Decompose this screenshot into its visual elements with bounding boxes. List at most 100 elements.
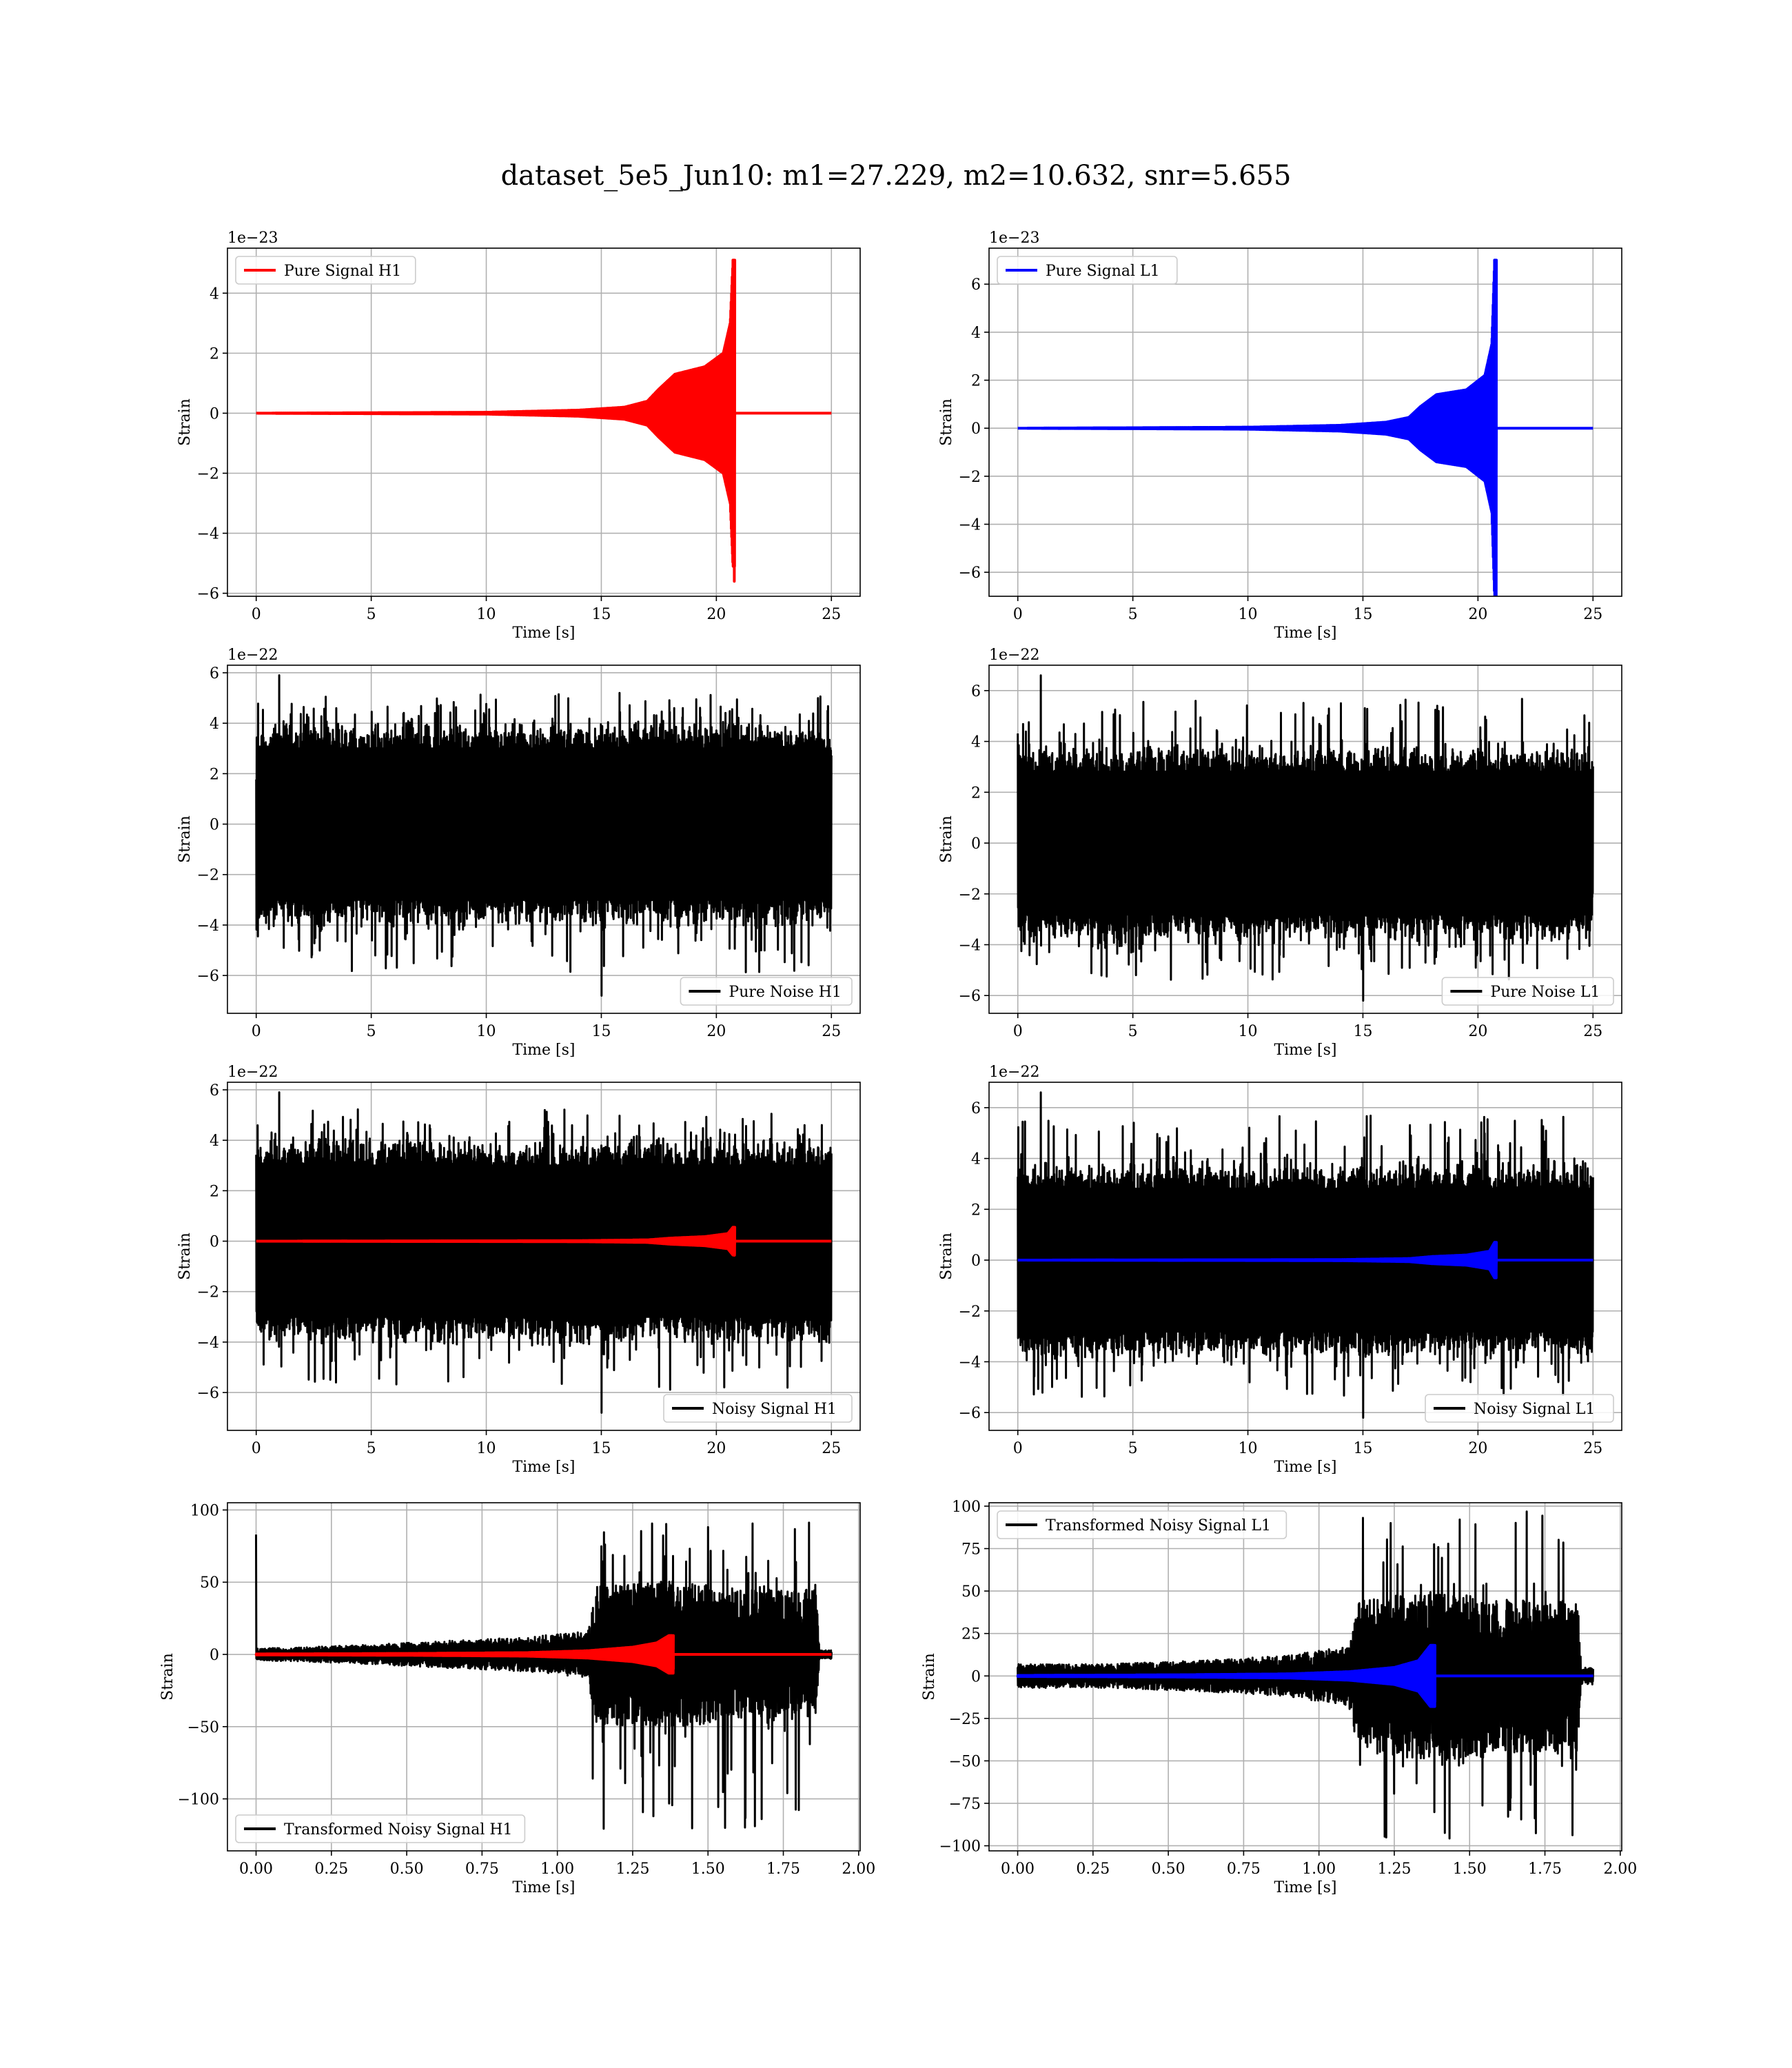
x-tick-label: 20 bbox=[706, 1023, 726, 1040]
y-tick-label: 2 bbox=[210, 766, 219, 783]
x-tick-label: 0.00 bbox=[239, 1861, 273, 1878]
x-tick-label: 10 bbox=[477, 606, 496, 623]
plot-area bbox=[1017, 674, 1594, 1002]
y-tick-label: 4 bbox=[971, 1151, 981, 1168]
legend-box bbox=[663, 1394, 853, 1423]
x-tick-label: 10 bbox=[1239, 1023, 1258, 1040]
axes-frame bbox=[227, 1502, 861, 1852]
x-tick-label: 1.50 bbox=[691, 1861, 725, 1878]
x-tick-label: 1.25 bbox=[1377, 1861, 1411, 1878]
y-tick-label: 0 bbox=[971, 1668, 981, 1685]
legend-label: Pure Signal L1 bbox=[1046, 263, 1160, 280]
y-tick-label: −4 bbox=[197, 918, 219, 935]
legend-box bbox=[235, 256, 416, 285]
x-tick-label: 0 bbox=[252, 606, 261, 623]
y-tick-label: −6 bbox=[197, 1385, 219, 1402]
x-tick-label: 0 bbox=[1013, 1440, 1023, 1457]
x-tick-label: 15 bbox=[1353, 1023, 1372, 1040]
x-tick-label: 0.25 bbox=[314, 1861, 348, 1878]
legend: Noisy Signal H1 bbox=[663, 1394, 853, 1423]
y-axis-label: Strain bbox=[938, 815, 955, 863]
y-tick-label: 0 bbox=[971, 420, 981, 438]
x-tick-label: 1.75 bbox=[766, 1861, 800, 1878]
axes-frame bbox=[227, 1082, 861, 1431]
y-tick-label: 2 bbox=[971, 1202, 981, 1219]
y-tick-label: −6 bbox=[959, 565, 981, 582]
legend: Pure Signal L1 bbox=[997, 256, 1178, 285]
subplot-pure-noise-h1: 0 5 10 15 20 25 −6 −4 −2 0 2 4 6 Time [s] Strain 1e−22 P… bbox=[176, 647, 861, 1059]
plot-area bbox=[1017, 1091, 1594, 1419]
y-axis-label: Strain bbox=[159, 1653, 176, 1701]
y-tick-label: −100 bbox=[939, 1838, 981, 1856]
y-tick-label: −50 bbox=[187, 1719, 219, 1736]
y-tick-label: 6 bbox=[971, 683, 981, 700]
y-tick-label: 50 bbox=[961, 1583, 981, 1601]
axis-offset-text: 1e−23 bbox=[989, 230, 1039, 247]
axes-frame bbox=[227, 665, 861, 1014]
y-tick-label: 6 bbox=[210, 1082, 219, 1099]
x-tick-label: 10 bbox=[477, 1023, 496, 1040]
y-tick-label: −25 bbox=[949, 1711, 981, 1728]
axis-offset-text: 1e−22 bbox=[227, 647, 278, 664]
legend: Transformed Noisy Signal H1 bbox=[235, 1814, 526, 1843]
legend: Noisy Signal L1 bbox=[1425, 1394, 1614, 1423]
x-axis-label: Time [s] bbox=[1274, 1459, 1336, 1476]
y-tick-label: 4 bbox=[210, 285, 219, 303]
y-axis-label: Strain bbox=[938, 398, 955, 446]
x-tick-label: 1.00 bbox=[1302, 1861, 1336, 1878]
x-axis-label: Time [s] bbox=[1274, 1042, 1336, 1059]
x-tick-label: 25 bbox=[1583, 606, 1602, 623]
y-tick-label: 4 bbox=[210, 1133, 219, 1150]
y-tick-label: 2 bbox=[210, 345, 219, 363]
x-tick-label: 15 bbox=[591, 606, 611, 623]
legend-box bbox=[1441, 977, 1614, 1006]
x-tick-label: 1.50 bbox=[1453, 1861, 1487, 1878]
x-tick-label: 0.75 bbox=[1227, 1861, 1261, 1878]
x-tick-label: 25 bbox=[822, 1023, 841, 1040]
x-tick-label: 10 bbox=[1239, 606, 1258, 623]
series-line-primary bbox=[255, 674, 833, 997]
y-tick-label: −2 bbox=[197, 1284, 219, 1301]
x-tick-label: 1.25 bbox=[615, 1861, 649, 1878]
plot-area bbox=[255, 1091, 833, 1414]
x-tick-label: 5 bbox=[1128, 606, 1138, 623]
legend-label: Pure Signal H1 bbox=[284, 263, 401, 280]
y-tick-label: −4 bbox=[197, 526, 219, 543]
legend-label: Noisy Signal H1 bbox=[712, 1401, 837, 1418]
legend-label: Pure Noise L1 bbox=[1490, 984, 1600, 1001]
y-tick-label: 4 bbox=[210, 716, 219, 733]
y-tick-label: 6 bbox=[971, 276, 981, 294]
x-axis-label: Time [s] bbox=[1274, 625, 1336, 642]
subplot-pure-signal-h1: 0 5 10 15 20 25 −6 −4 −2 0 2 4 Time [s] Strain 1e−23 Pu… bbox=[176, 230, 861, 642]
x-tick-label: 20 bbox=[1468, 1023, 1487, 1040]
y-tick-label: 75 bbox=[961, 1541, 981, 1559]
y-tick-label: 0 bbox=[210, 1647, 219, 1664]
y-tick-label: 25 bbox=[961, 1626, 981, 1643]
y-tick-label: −6 bbox=[959, 988, 981, 1005]
axis-offset-text: 1e−22 bbox=[227, 1064, 278, 1081]
x-tick-label: 15 bbox=[1353, 1440, 1372, 1457]
y-tick-label: −4 bbox=[959, 937, 981, 954]
x-tick-label: 15 bbox=[591, 1440, 611, 1457]
legend-box bbox=[1425, 1394, 1614, 1423]
axes-frame bbox=[988, 665, 1622, 1014]
legend-label: Transformed Noisy Signal L1 bbox=[1046, 1517, 1271, 1534]
plot-area bbox=[1016, 1510, 1594, 1840]
y-tick-label: −6 bbox=[197, 968, 219, 985]
y-axis-label: Strain bbox=[176, 815, 194, 863]
x-tick-label: 0.75 bbox=[465, 1861, 499, 1878]
y-tick-label: 0 bbox=[971, 1253, 981, 1270]
y-tick-label: 6 bbox=[210, 665, 219, 682]
legend-label: Pure Noise H1 bbox=[729, 984, 842, 1001]
x-tick-label: 1.00 bbox=[540, 1861, 574, 1878]
series-line-overlay bbox=[1016, 1643, 1594, 1708]
y-tick-label: −75 bbox=[949, 1796, 981, 1813]
y-tick-label: 50 bbox=[200, 1574, 219, 1592]
series-line-overlay bbox=[255, 1226, 832, 1257]
y-tick-label: 6 bbox=[971, 1100, 981, 1117]
series-line-overlay bbox=[254, 1634, 832, 1675]
x-tick-label: 20 bbox=[706, 606, 726, 623]
x-tick-label: 10 bbox=[477, 1440, 496, 1457]
y-tick-label: 100 bbox=[190, 1502, 219, 1519]
